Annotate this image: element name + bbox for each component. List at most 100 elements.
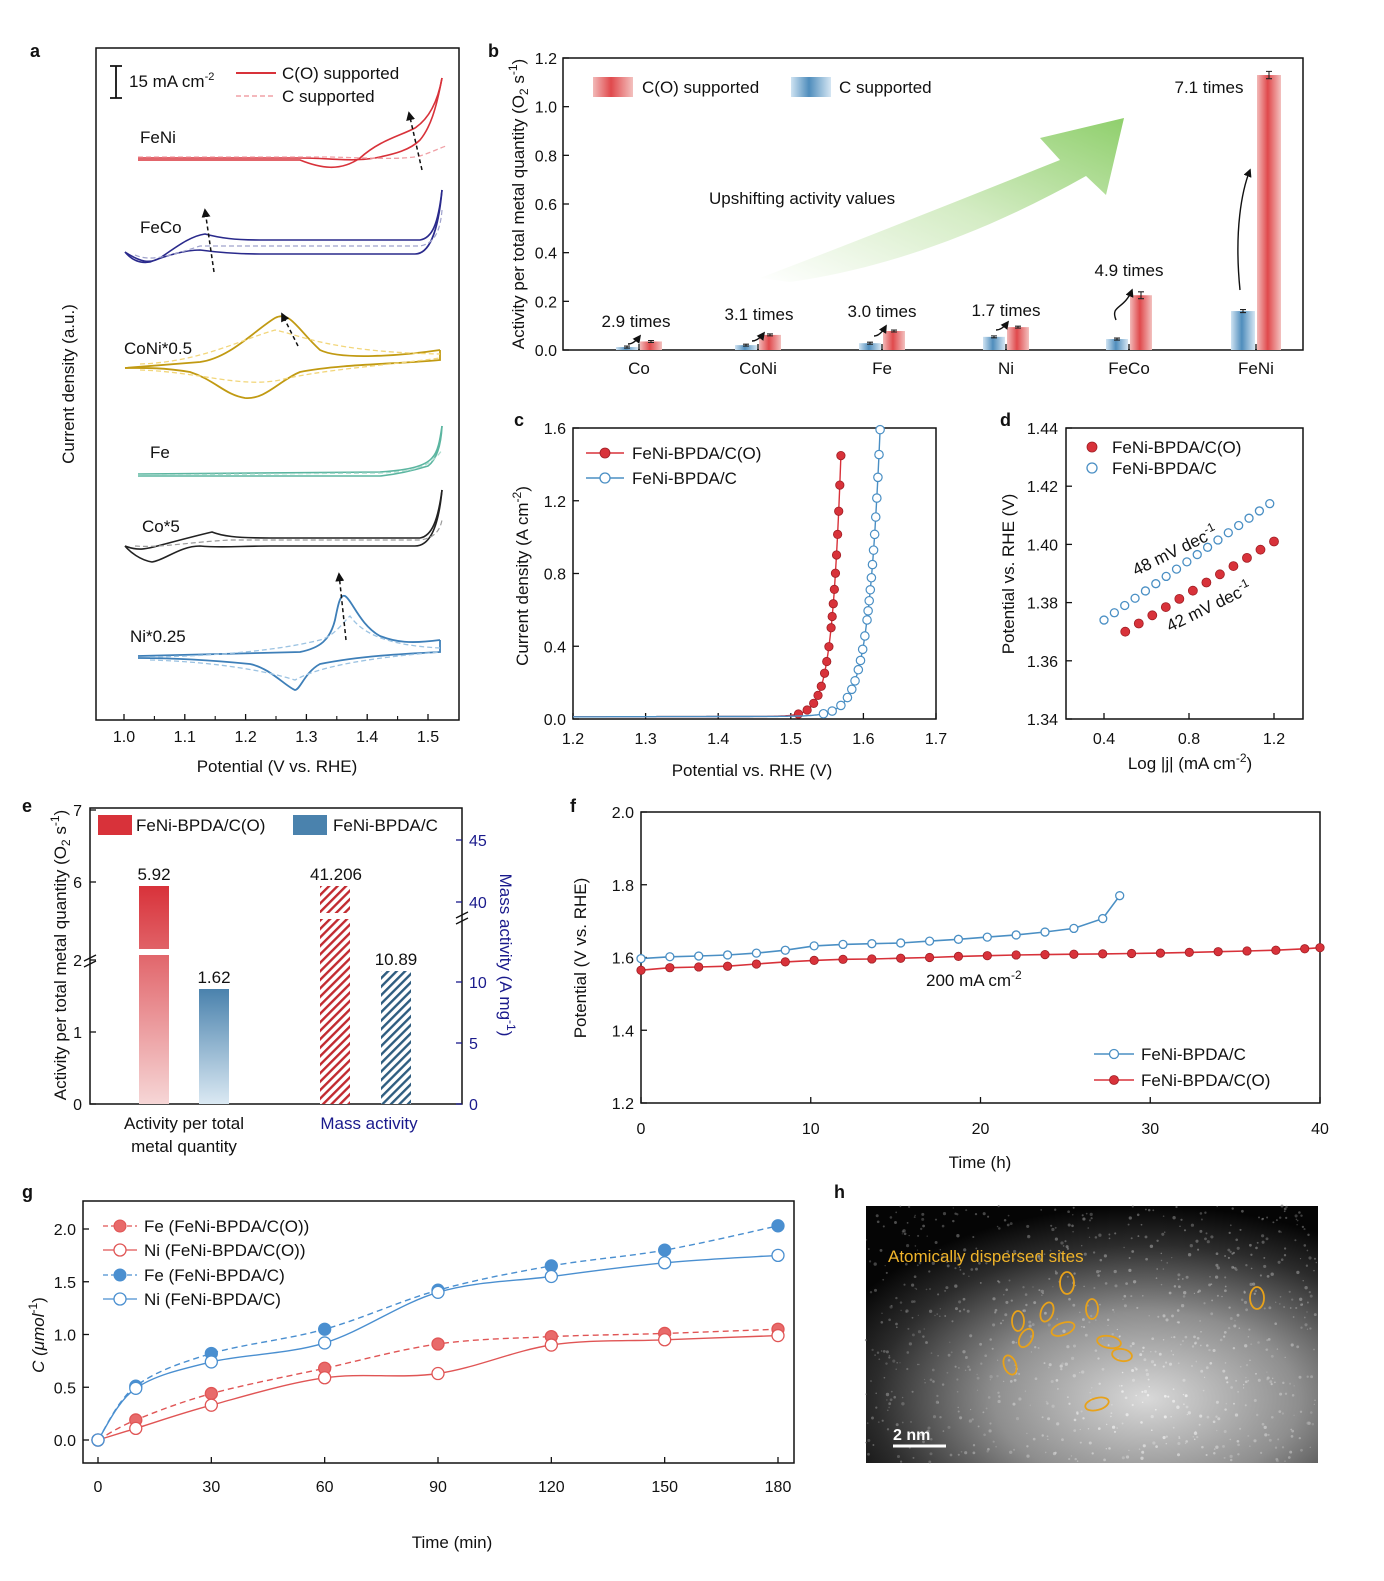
speckle <box>942 1212 947 1216</box>
speckle <box>1128 1449 1130 1452</box>
c-feni-bpda-c-point <box>875 424 885 435</box>
speckle <box>1229 1454 1233 1459</box>
speckle <box>1300 1303 1303 1307</box>
speckle <box>1125 1282 1128 1285</box>
speckle <box>925 1341 928 1344</box>
g-point-0 <box>431 1337 445 1351</box>
speckle <box>1132 1280 1137 1284</box>
speckle <box>1278 1410 1282 1413</box>
speckle <box>1138 1448 1141 1450</box>
speckle <box>1047 1417 1051 1421</box>
speckle <box>1289 1450 1293 1454</box>
speckle <box>1157 1315 1160 1318</box>
f-point-co <box>1300 944 1310 954</box>
speckle <box>1227 1256 1230 1259</box>
speckle <box>906 1367 909 1371</box>
atom-site-ellipse <box>1050 1321 1076 1337</box>
error-bar <box>1240 309 1246 314</box>
error-bar <box>867 341 873 345</box>
speckle <box>952 1207 954 1209</box>
speckle <box>994 1311 997 1314</box>
speckle <box>1136 1213 1140 1217</box>
d-point-c <box>1192 549 1202 560</box>
speckle <box>1208 1283 1212 1287</box>
speckle <box>1137 1235 1140 1238</box>
atom-site-markers <box>1002 1271 1265 1412</box>
d-point-c <box>1234 520 1244 531</box>
f-point-co <box>1184 947 1194 958</box>
speckle <box>1158 1352 1162 1356</box>
speckle <box>1098 1382 1101 1386</box>
speckle <box>906 1244 910 1248</box>
speckle <box>992 1440 995 1443</box>
speckle <box>1080 1244 1083 1247</box>
speckle <box>1234 1320 1236 1322</box>
f-point-c <box>1011 930 1021 940</box>
b-xtick-label: Co <box>628 359 650 378</box>
speckle <box>1099 1270 1101 1272</box>
speckle <box>1013 1249 1017 1254</box>
atom-site-ellipse <box>1096 1334 1122 1350</box>
panel-c-xlabel: Potential vs. RHE (V) <box>672 761 833 780</box>
speckle <box>928 1460 932 1464</box>
speckle <box>1248 1328 1251 1331</box>
speckle <box>914 1214 916 1216</box>
speckle <box>1244 1344 1248 1348</box>
scalebar-sup: -2 <box>205 71 215 83</box>
speckle <box>1270 1272 1274 1276</box>
speckle <box>1236 1439 1240 1443</box>
speckle <box>905 1262 908 1266</box>
speckle <box>900 1309 902 1312</box>
speckle <box>1205 1232 1208 1235</box>
panel-d-axes: 0.4 0.8 1.2 1.34 1.36 1.38 1.40 1.42 1.44 <box>1027 421 1285 748</box>
speckle <box>883 1376 886 1379</box>
speckle <box>1298 1436 1301 1440</box>
speckle <box>985 1262 988 1265</box>
speckle <box>1165 1442 1168 1445</box>
speckle <box>1303 1316 1306 1319</box>
speckle <box>1289 1307 1292 1309</box>
speckle <box>930 1437 933 1441</box>
speckle <box>1028 1320 1032 1324</box>
speckle <box>1082 1217 1086 1221</box>
bar-c-feni <box>1231 311 1255 350</box>
speckle <box>1215 1445 1219 1449</box>
speckle <box>1107 1324 1109 1326</box>
speckle <box>1313 1257 1317 1260</box>
speckle <box>992 1297 996 1301</box>
e-ytick-label: 0 <box>73 1097 82 1114</box>
g-point-1 <box>544 1338 558 1352</box>
speckle <box>986 1450 989 1453</box>
speckle <box>1145 1368 1148 1372</box>
speckle <box>1255 1246 1258 1250</box>
error-bar <box>891 329 897 333</box>
bar-co-co <box>640 341 662 350</box>
speckle <box>882 1225 885 1228</box>
speckle <box>1267 1433 1270 1436</box>
speckle <box>1298 1375 1302 1379</box>
speckle <box>1110 1415 1112 1418</box>
speckle <box>1254 1289 1258 1293</box>
e-axis-break-left <box>83 954 97 968</box>
c-feni-bpda-c-point <box>874 449 884 460</box>
g-point-3 <box>204 1355 218 1369</box>
c-feni-bpda-c-point <box>836 700 846 711</box>
speckle <box>1281 1412 1285 1415</box>
speckle <box>1047 1366 1050 1369</box>
speckle <box>1070 1356 1075 1361</box>
legend-b-c-swatch <box>791 77 831 97</box>
speckle <box>1229 1438 1232 1441</box>
speckle <box>1224 1254 1227 1258</box>
f-xtick-label: 20 <box>972 1121 990 1138</box>
speckle <box>1084 1333 1088 1337</box>
speckle <box>881 1312 883 1315</box>
speckle <box>989 1422 992 1425</box>
f-point-co <box>1315 943 1325 953</box>
speckle <box>1072 1214 1074 1216</box>
speckle <box>1079 1428 1081 1431</box>
legend-c-co: FeNi-BPDA/C(O) <box>632 444 761 463</box>
speckle <box>1225 1402 1228 1405</box>
speckle <box>1229 1458 1233 1462</box>
speckle <box>1066 1275 1069 1278</box>
speckle <box>1193 1431 1198 1435</box>
